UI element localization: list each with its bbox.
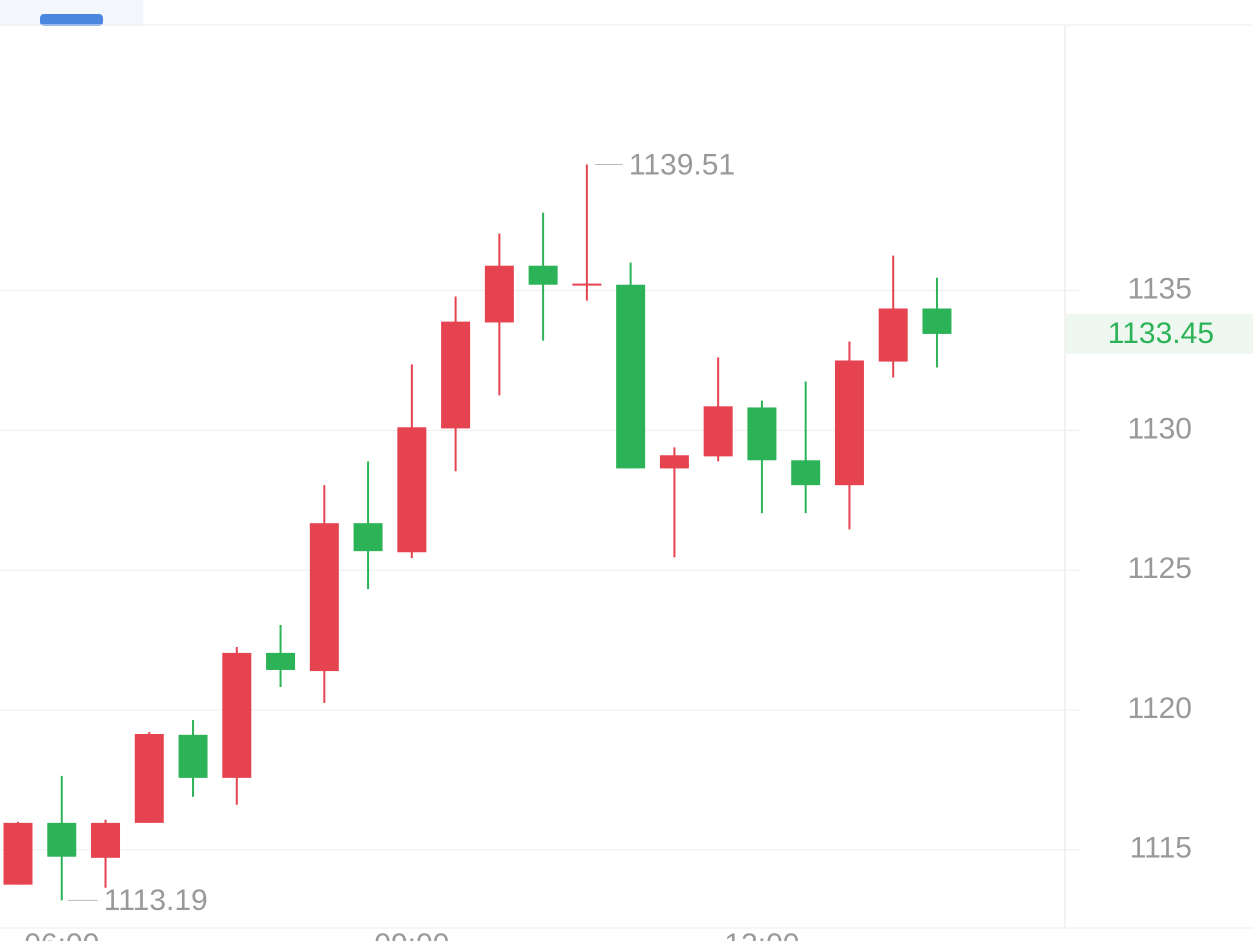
candle-body — [222, 652, 252, 778]
x-tick-label: 12:00 — [724, 928, 799, 941]
y-tick-label: 1120 — [1127, 692, 1192, 725]
candle-body — [703, 406, 733, 457]
max-label: 1139.51 — [629, 148, 735, 181]
candle-body — [397, 427, 427, 553]
y-tick-label: 1135 — [1127, 273, 1192, 306]
y-tick-label: 1125 — [1127, 552, 1192, 585]
candle-body — [528, 265, 558, 285]
x-tick-label: 06:00 — [24, 928, 99, 941]
candle-body — [309, 523, 339, 672]
candle-body — [91, 822, 121, 858]
current-price: 1133.45 — [1108, 317, 1214, 350]
candle-body — [922, 308, 952, 334]
y-tick-label: 1115 — [1130, 832, 1192, 865]
candle-body — [134, 733, 164, 823]
candle-body — [47, 822, 77, 857]
candle-body — [441, 321, 471, 429]
candle-body — [266, 652, 296, 670]
candle-body — [353, 523, 383, 552]
candle-body — [572, 283, 602, 286]
tab[interactable] — [40, 14, 103, 26]
candle-body — [834, 360, 864, 486]
candle-body — [178, 734, 208, 778]
candle-body — [878, 308, 908, 362]
x-tick-label: 09:00 — [374, 928, 449, 941]
candle-body — [484, 265, 514, 323]
y-tick-label: 1130 — [1127, 412, 1192, 445]
candle-body — [747, 407, 777, 461]
min-label: 1113.19 — [104, 884, 208, 917]
candle-body — [3, 822, 33, 885]
candle-body — [659, 455, 689, 469]
candle-body — [791, 460, 821, 486]
price-tag-bg — [1066, 313, 1253, 354]
candle-body — [616, 284, 646, 469]
